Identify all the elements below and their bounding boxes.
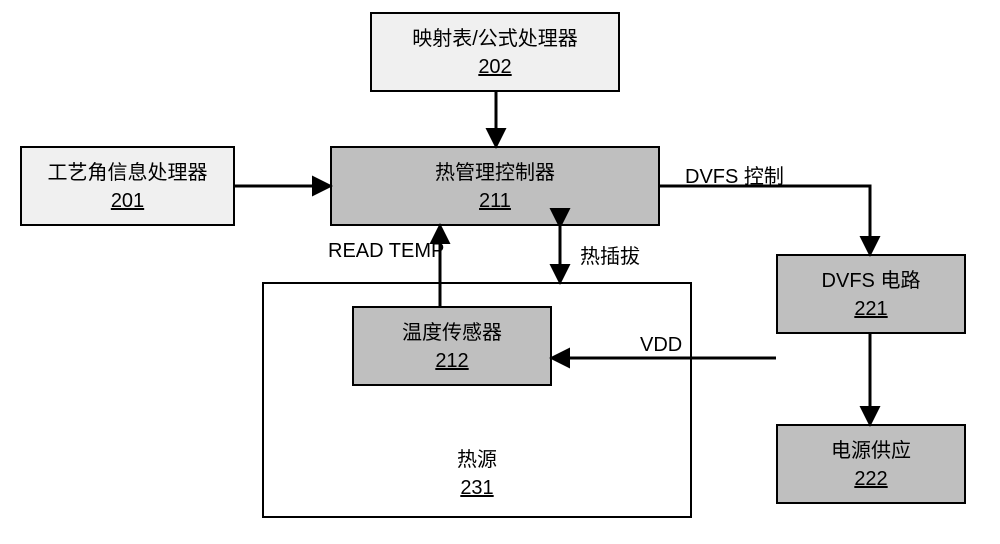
dvfs-title: DVFS 电路 [822,268,921,294]
label-vdd: VDD [640,334,682,357]
mapper-num: 202 [478,56,511,79]
diagram-canvas: 热源 231 映射表/公式处理器 202 工艺角信息处理器 201 热管理控制器… [0,0,1000,544]
thermal-ctrl-title: 热管理控制器 [435,160,555,186]
box-power: 电源供应 222 [776,424,966,504]
power-num: 222 [854,468,887,491]
edge-thermal-dvfs [660,186,870,254]
process-corner-title: 工艺角信息处理器 [48,160,208,186]
box-thermal-ctrl: 热管理控制器 211 [330,146,660,226]
dvfs-num: 221 [854,298,887,321]
temp-sensor-title: 温度传感器 [402,320,502,346]
box-process-corner: 工艺角信息处理器 201 [20,146,235,226]
label-hot-plug: 热插拔 [580,240,640,269]
power-title: 电源供应 [831,438,911,464]
label-read-temp: READ TEMP [328,240,444,263]
label-dvfs-control: DVFS 控制 [685,160,784,189]
heat-source-num: 231 [460,477,493,500]
thermal-ctrl-num: 211 [479,190,511,213]
box-mapper: 映射表/公式处理器 202 [370,12,620,92]
mapper-title: 映射表/公式处理器 [412,26,578,52]
process-corner-num: 201 [111,190,144,213]
heat-source-title: 热源 [457,443,497,472]
temp-sensor-num: 212 [435,350,468,373]
box-dvfs: DVFS 电路 221 [776,254,966,334]
box-temp-sensor: 温度传感器 212 [352,306,552,386]
